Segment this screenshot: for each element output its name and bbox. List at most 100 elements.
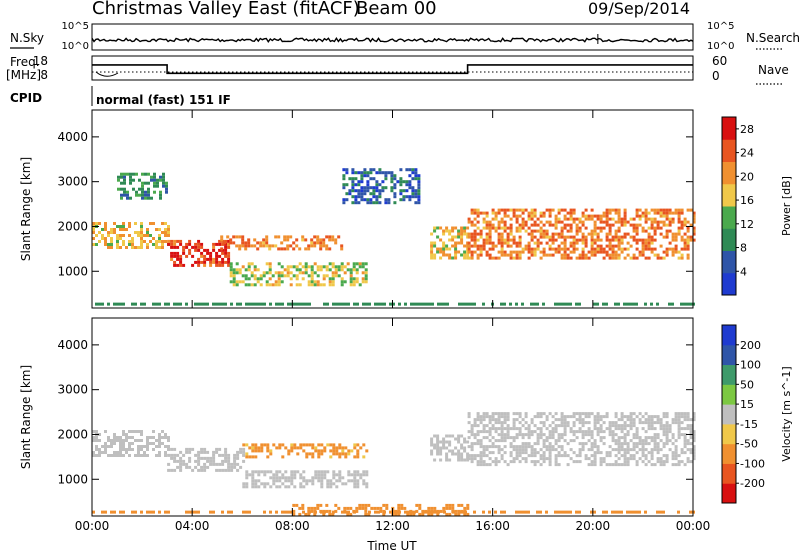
echo-cell bbox=[436, 235, 440, 239]
echo-cell bbox=[212, 248, 216, 252]
echo-cell bbox=[317, 452, 321, 456]
echo-cell bbox=[677, 217, 681, 221]
echo-cell bbox=[191, 254, 195, 258]
echo-region-4 bbox=[229, 262, 368, 287]
echo-cell bbox=[209, 260, 213, 264]
echo-cell bbox=[372, 195, 376, 199]
echo-cell bbox=[644, 241, 648, 245]
echo-cell bbox=[683, 427, 687, 431]
echo-cell bbox=[342, 201, 346, 205]
echo-cell bbox=[671, 421, 675, 425]
echo-cell bbox=[120, 187, 123, 191]
echo-cell bbox=[197, 248, 201, 252]
echo-cell bbox=[319, 241, 323, 245]
echo-cell bbox=[241, 274, 245, 278]
echo-cell bbox=[155, 228, 158, 231]
echo-cell bbox=[442, 244, 446, 248]
echo-cell bbox=[349, 506, 353, 510]
echo-cell bbox=[515, 241, 519, 245]
echo-cell bbox=[530, 238, 534, 242]
echo-cell bbox=[629, 418, 633, 422]
echo-cell bbox=[278, 476, 282, 480]
echo-cell bbox=[545, 232, 549, 236]
echo-cell bbox=[433, 434, 437, 438]
echo-cell bbox=[467, 430, 471, 434]
echo-cell bbox=[224, 459, 228, 463]
echo-cell bbox=[296, 446, 300, 450]
echo-cell bbox=[414, 189, 418, 193]
echo-cell bbox=[221, 453, 225, 457]
echo-cell bbox=[359, 473, 363, 477]
echo-cell bbox=[485, 412, 489, 416]
echo-cell bbox=[602, 302, 605, 306]
echo-cell bbox=[149, 222, 152, 225]
echo-cell bbox=[641, 445, 645, 449]
echo-cell bbox=[352, 262, 356, 266]
echo-cell bbox=[554, 427, 558, 431]
echo-cell bbox=[378, 171, 382, 175]
echo-cell bbox=[277, 271, 281, 275]
echo-cell bbox=[533, 460, 537, 464]
echo-cell bbox=[366, 183, 370, 187]
echo-cell bbox=[623, 442, 627, 446]
echo-cell bbox=[328, 238, 332, 242]
echo-cell bbox=[632, 238, 636, 242]
echo-cell bbox=[602, 421, 606, 425]
echo-cell bbox=[430, 232, 434, 236]
echo-cell bbox=[221, 257, 225, 261]
echo-cell bbox=[104, 451, 107, 454]
echo-cell bbox=[479, 244, 483, 248]
echo-cell bbox=[126, 172, 129, 176]
echo-cell bbox=[397, 503, 401, 507]
echo-cell bbox=[671, 253, 675, 257]
echo-cell bbox=[194, 248, 198, 252]
echo-cell bbox=[605, 427, 609, 431]
echo-cell bbox=[680, 235, 684, 239]
echo-cell bbox=[119, 451, 122, 454]
echo-cell bbox=[310, 506, 314, 510]
echo-cell bbox=[530, 421, 534, 425]
echo-cell bbox=[527, 427, 531, 431]
echo-cell bbox=[361, 277, 365, 281]
echo-cell bbox=[530, 208, 534, 212]
echo-cell bbox=[590, 442, 594, 446]
echo-cell bbox=[212, 462, 216, 466]
echo-cell bbox=[674, 232, 678, 236]
echo-cell bbox=[653, 247, 657, 251]
echo-cell bbox=[158, 234, 161, 237]
echo-cell bbox=[392, 510, 395, 514]
echo-cell bbox=[355, 509, 359, 513]
echo-cell bbox=[146, 454, 149, 457]
echo-cell bbox=[617, 445, 621, 449]
echo-cell bbox=[185, 462, 189, 466]
echo-cell bbox=[165, 190, 168, 194]
echo-cell bbox=[605, 223, 609, 227]
echo-cell bbox=[530, 302, 533, 306]
echo-cell bbox=[629, 421, 633, 425]
echo-cell bbox=[340, 247, 344, 251]
echo-cell bbox=[500, 235, 504, 239]
echo-cell bbox=[626, 445, 630, 449]
echo-cell bbox=[296, 470, 300, 474]
echo-cell bbox=[488, 451, 492, 455]
echo-cell bbox=[411, 168, 415, 172]
echo-cell bbox=[378, 189, 382, 193]
echo-cell bbox=[433, 253, 437, 257]
echo-cell bbox=[500, 412, 504, 416]
echo-cell bbox=[356, 449, 360, 453]
echo-cell bbox=[369, 168, 373, 172]
echo-cell bbox=[563, 226, 567, 230]
echo-cell bbox=[605, 211, 609, 215]
echo-cell bbox=[638, 421, 642, 425]
echo-cell bbox=[460, 446, 464, 450]
echo-cell bbox=[351, 186, 355, 190]
echo-cell bbox=[271, 244, 275, 248]
echo-cell bbox=[179, 263, 183, 267]
echo-cell bbox=[617, 424, 621, 428]
echo-cell bbox=[563, 235, 567, 239]
echo-cell bbox=[593, 247, 597, 251]
colorbar-tick-label: 4 bbox=[740, 265, 747, 278]
echo-cell bbox=[500, 415, 504, 419]
echo-cell bbox=[194, 302, 197, 306]
echo-cell bbox=[119, 448, 122, 451]
